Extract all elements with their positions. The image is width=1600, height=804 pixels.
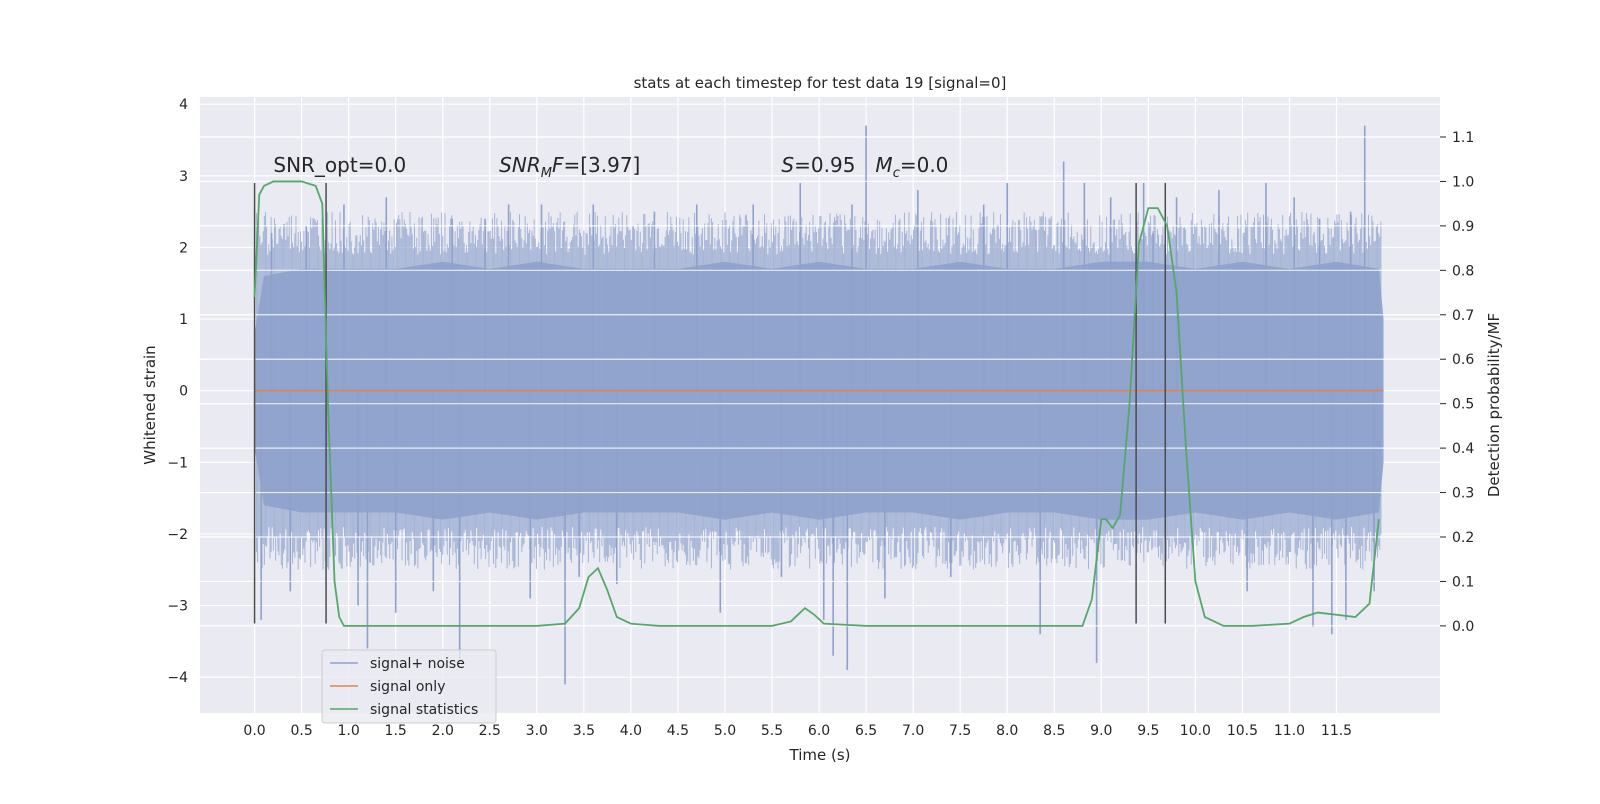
x-tick-label: 3.5 [573, 723, 595, 739]
x-tick-label: 2.0 [432, 723, 454, 739]
y-tick-label-right: 0.8 [1452, 263, 1474, 279]
y-tick-label-left: 0 [179, 384, 188, 400]
signal-statistics-series [253, 180, 1380, 627]
y-axis-label-right: Detection probability/MF [1485, 313, 1503, 497]
y-tick-label-right: 0.3 [1452, 486, 1474, 502]
y-tick-label-right: 0.6 [1452, 352, 1474, 368]
y-tick-label-left: 3 [179, 169, 188, 185]
snr-mf-prefix: SNR [499, 153, 541, 177]
m-subscript: c [893, 166, 900, 181]
y-tick-label-left: 1 [179, 312, 188, 328]
y-tick-label-right: 0.9 [1452, 219, 1474, 235]
y-tick-label-right: 0.5 [1452, 397, 1474, 413]
y-tick-label-right: 1.0 [1452, 174, 1474, 190]
snr-mf-value: =[3.97] [563, 153, 640, 177]
y-tick-label-left: 4 [179, 97, 188, 113]
x-tick-label: 10.0 [1180, 723, 1211, 739]
chart-title: stats at each timestep for test data 19 … [634, 74, 1007, 92]
y-tick-label-right: 1.1 [1452, 130, 1474, 146]
legend-box [321, 649, 497, 724]
x-tick-label: 1.0 [338, 723, 360, 739]
y-tick-label-left: −4 [167, 670, 188, 686]
y-tick-label-right: 0.1 [1452, 574, 1474, 590]
y-tick-label-left: −2 [167, 527, 188, 543]
x-tick-label: 0.0 [243, 723, 265, 739]
y-tick-label-right: 0.0 [1452, 619, 1474, 635]
signal-statistics-line [253, 180, 1380, 627]
x-axis-label: Time (s) [789, 746, 851, 764]
annotation-snr-opt: SNR_opt=0.0 [273, 153, 406, 177]
annotation-s-mc: S=0.95 Mc=0.0 [781, 153, 948, 181]
x-tick-label: 7.5 [949, 723, 971, 739]
y-tick-label-left: −3 [167, 599, 188, 615]
m-letter: M [875, 153, 892, 177]
x-tick-label: 2.5 [479, 723, 501, 739]
y-tick-label-right: 0.2 [1452, 530, 1474, 546]
x-tick-label: 4.5 [667, 723, 689, 739]
x-tick-label: 1.5 [385, 723, 407, 739]
x-tick-label: 7.0 [902, 723, 924, 739]
legend-label-noise: signal+ noise [370, 656, 465, 672]
s-letter: S [781, 153, 794, 177]
snr-mf-subscript: M [541, 166, 552, 181]
x-tick-label: 10.5 [1227, 723, 1258, 739]
event-markers [253, 182, 1167, 624]
m-value: =0.0 [900, 153, 949, 177]
legend: signal+ noise signal only signal statist… [321, 649, 497, 724]
x-tick-label: 8.0 [996, 723, 1018, 739]
y-tick-label-left: −1 [167, 455, 188, 471]
x-tick-label: 9.5 [1137, 723, 1159, 739]
x-tick-label: 3.0 [526, 723, 548, 739]
x-tick-label: 8.5 [1043, 723, 1065, 739]
x-tick-label: 9.0 [1090, 723, 1112, 739]
y-tick-label-right: 0.4 [1452, 441, 1474, 457]
legend-label-signal-only: signal only [370, 679, 445, 695]
x-tick-label: 4.0 [620, 723, 642, 739]
x-tick-label: 5.5 [761, 723, 783, 739]
y-tick-label-right: 0.7 [1452, 308, 1474, 324]
annotations: SNR_opt=0.0 SNRMF=[3.97] S=0.95 Mc=0.0 [273, 153, 948, 181]
s-value: =0.95 [794, 153, 855, 177]
axes: 0.0 0.5 1.0 1.5 2.0 2.5 3.0 3.5 4.0 4.5 5.0 5.5 6.0 6… [167, 97, 1474, 739]
annotation-snr-mf: SNRMF=[3.97] [499, 153, 640, 181]
x-tick-label: 5.0 [714, 723, 736, 739]
x-tick-label: 6.5 [855, 723, 877, 739]
x-tick-label: 11.0 [1274, 723, 1305, 739]
x-tick-label: 0.5 [290, 723, 312, 739]
snr-mf-suffix-letter: F [552, 153, 564, 177]
y-axis-label-left: Whitened strain [141, 345, 159, 464]
y-tick-label-left: 2 [179, 240, 188, 256]
x-tick-label: 6.0 [808, 723, 830, 739]
x-tick-label: 11.5 [1321, 723, 1352, 739]
legend-label-statistics: signal statistics [370, 702, 478, 718]
